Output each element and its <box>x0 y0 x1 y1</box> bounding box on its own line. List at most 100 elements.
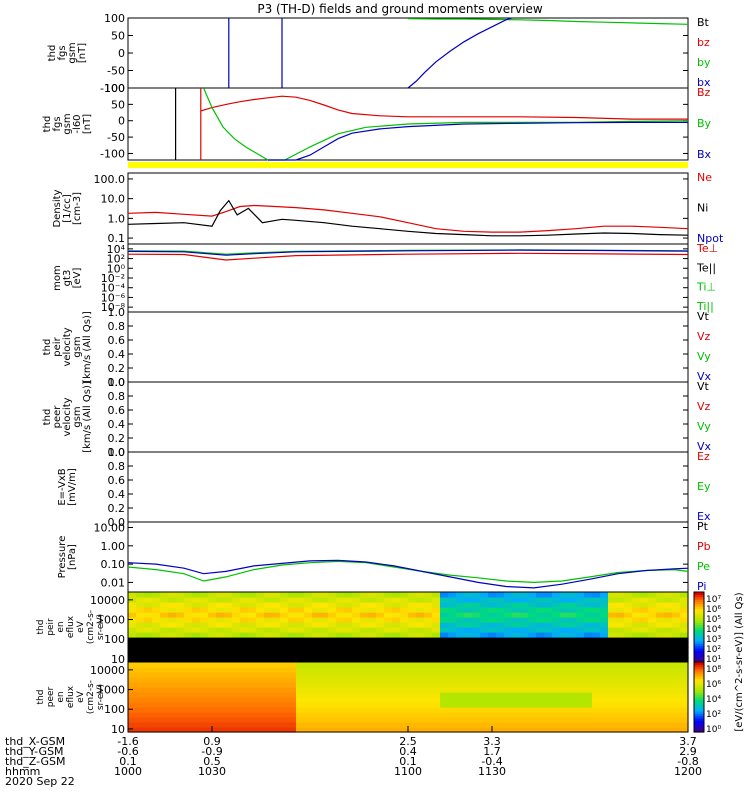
spectrogram-cell <box>192 712 201 718</box>
spectrogram-cell <box>272 607 281 613</box>
spectrogram-cell <box>472 637 481 643</box>
colorbar-cell <box>694 666 704 670</box>
spectrogram-cell <box>648 612 657 618</box>
spectrogram-cell <box>208 697 217 703</box>
spectrogram-cell <box>352 592 361 598</box>
spectrogram-cell <box>272 717 281 723</box>
spectrogram-cell <box>256 652 265 658</box>
spectrogram-cell <box>632 707 641 713</box>
colorbar-cell <box>694 697 704 700</box>
spectrogram-cell <box>520 657 529 663</box>
spectrogram-cell <box>408 642 417 648</box>
spectrogram-cell <box>296 612 305 618</box>
spectrogram-cell <box>568 602 577 608</box>
spectrogram-cell <box>136 612 145 618</box>
spectrogram-cell <box>344 707 353 713</box>
spectrogram-cell <box>592 647 601 653</box>
colorbar-cell <box>694 722 704 726</box>
spectrogram-cell <box>440 717 449 723</box>
spectrogram-cell <box>512 662 521 668</box>
spectrogram-cell <box>192 692 201 698</box>
spectrogram-cell <box>640 602 649 608</box>
spectrogram-cell <box>328 612 337 618</box>
spectrogram-cell <box>232 717 241 723</box>
y-tick-label: 100 <box>104 703 125 716</box>
spectrogram-cell <box>344 662 353 668</box>
spectrogram-cell <box>248 677 257 683</box>
spectrogram-cell <box>248 627 257 633</box>
spectrogram-cell <box>288 622 297 628</box>
spectrogram-cell <box>376 687 385 693</box>
spectrogram-cell <box>664 592 673 598</box>
spectrogram-cell <box>480 667 489 673</box>
spectrogram-cell <box>152 622 161 628</box>
spectrogram-cell <box>168 722 177 728</box>
spectrogram-cell <box>576 612 585 618</box>
spectrogram-cell <box>384 707 393 713</box>
spectrogram-cell <box>336 632 345 638</box>
spectrogram-cell <box>216 632 225 638</box>
spectrogram-cell <box>288 642 297 648</box>
spectrogram-cell <box>344 712 353 718</box>
x-tick-label: 1130 <box>478 765 506 778</box>
spectrogram-cell <box>352 657 361 663</box>
spectrogram-cell <box>624 657 633 663</box>
series-By <box>203 87 689 161</box>
spectrogram-cell <box>312 617 321 623</box>
spectrogram-cell <box>184 617 193 623</box>
series-Te <box>127 252 689 261</box>
spectrogram-cell <box>616 612 625 618</box>
spectrogram-cell <box>528 722 537 728</box>
spectrogram-cell <box>432 657 441 663</box>
spectrogram-cell <box>208 707 217 713</box>
spectrogram-cell <box>592 727 601 733</box>
spectrogram-cell <box>344 677 353 683</box>
spectrogram-cell <box>160 672 169 678</box>
spectrogram-cell <box>256 597 265 603</box>
spectrogram-cell <box>672 657 681 663</box>
spectrogram-cell <box>304 612 313 618</box>
spectrogram-cell <box>512 632 521 638</box>
spectrogram-cell <box>616 647 625 653</box>
plot-title: P3 (TH-D) fields and ground moments over… <box>257 2 542 16</box>
spectrogram-cell <box>616 652 625 658</box>
spectrogram-cell <box>160 687 169 693</box>
y-axis-label: peer <box>46 686 56 707</box>
spectrogram-cell <box>608 632 617 638</box>
colorbar-cell <box>694 671 704 675</box>
spectrogram-cell <box>440 647 449 653</box>
spectrogram-cell <box>536 597 545 603</box>
spectrogram-cell <box>520 717 529 723</box>
spectrogram-cell <box>648 682 657 688</box>
spectrogram-cell <box>648 607 657 613</box>
spectrogram-cell <box>456 672 465 678</box>
spectrogram-cell <box>664 642 673 648</box>
spectrogram-cell <box>360 657 369 663</box>
spectrogram-cell <box>440 727 449 733</box>
spectrogram-cell <box>488 667 497 673</box>
spectrogram-cell <box>416 722 425 728</box>
spectrogram-cell <box>360 687 369 693</box>
spectrogram-cell <box>184 612 193 618</box>
spectrogram-cell <box>456 707 465 713</box>
spectrogram-cell <box>384 657 393 663</box>
spectrogram-cell <box>520 667 529 673</box>
spectrogram-cell <box>352 712 361 718</box>
spectrogram-cell <box>480 652 489 658</box>
spectrogram-cell <box>504 717 513 723</box>
spectrogram-cell <box>640 597 649 603</box>
spectrogram-cell <box>200 727 209 733</box>
spectrogram-cell <box>240 592 249 598</box>
spectrogram-cell <box>392 597 401 603</box>
spectrogram-cell <box>552 697 561 703</box>
spectrogram-cell <box>496 682 505 688</box>
spectrogram-cell <box>440 652 449 658</box>
spectrogram-cell <box>368 662 377 668</box>
x-tick-label: -0.4 <box>481 755 502 768</box>
spectrogram-cell <box>296 617 305 623</box>
spectrogram-cell <box>592 687 601 693</box>
spectrogram-cell <box>592 642 601 648</box>
spectrogram-cell <box>288 712 297 718</box>
spectrogram-cell <box>408 702 417 708</box>
y-tick-label: 100 <box>104 633 125 646</box>
